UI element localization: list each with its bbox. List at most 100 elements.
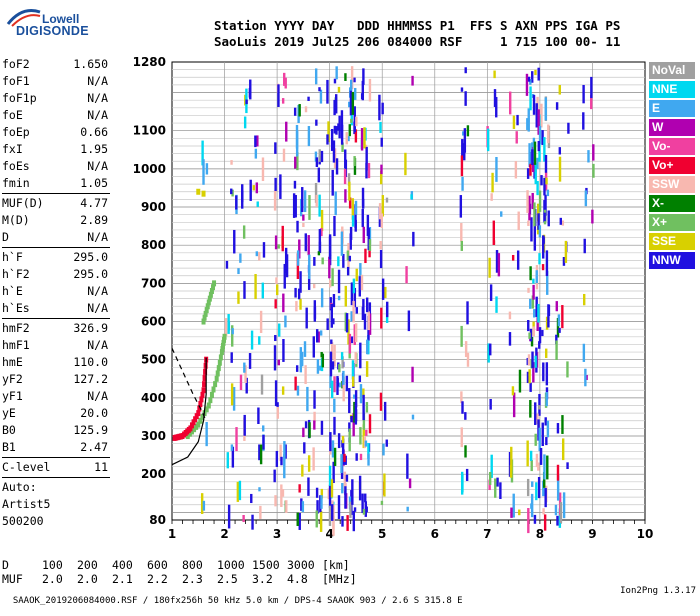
muf-cell: 2.3 <box>182 572 203 586</box>
echo-mark <box>361 80 365 101</box>
echo-mark <box>296 253 300 279</box>
echo-mark <box>349 226 353 240</box>
echo-mark <box>537 213 540 230</box>
echo-mark <box>225 260 229 269</box>
echo-mark <box>495 96 498 118</box>
echo-mark <box>359 342 362 369</box>
echo-mark <box>346 515 349 531</box>
param-row-hmf1: hmF1 N/A <box>2 337 110 354</box>
echo-mark <box>283 263 286 289</box>
o-trace-mark <box>199 396 204 403</box>
echo-mark <box>557 314 561 327</box>
echo-mark <box>526 440 529 467</box>
x-trace-mark <box>220 346 225 353</box>
echo-mark <box>532 362 535 383</box>
param-value: 295.0 <box>73 267 108 281</box>
echo-mark <box>338 115 341 139</box>
legend-item-vo: Vo- <box>649 138 695 155</box>
echo-mark <box>320 495 323 509</box>
echo-mark <box>532 284 535 300</box>
echo-mark <box>354 409 358 422</box>
echo-mark <box>527 287 530 293</box>
es-trace-mark <box>204 307 209 314</box>
echo-mark <box>341 516 344 527</box>
echo-mark <box>318 149 321 162</box>
echo-mark <box>495 157 498 182</box>
echo-mark <box>529 163 532 176</box>
echo-mark <box>355 307 358 314</box>
echo-mark <box>512 493 515 518</box>
echo-mark <box>487 343 490 363</box>
echo-mark <box>463 143 466 161</box>
separator <box>2 477 110 478</box>
echo-mark <box>351 215 355 227</box>
param-row-fxi: fxI 1.95 <box>2 141 110 158</box>
muf-cell: 1500 <box>252 558 280 572</box>
param-label: fxI <box>2 142 23 156</box>
echo-mark <box>300 351 304 367</box>
echo-mark <box>559 217 562 225</box>
echo-mark <box>231 328 234 335</box>
echo-mark <box>242 515 245 523</box>
echo-mark <box>539 447 543 465</box>
echo-mark <box>544 417 547 426</box>
param-value: N/A <box>87 91 108 105</box>
echo-mark <box>293 180 297 189</box>
echo-mark <box>531 192 534 210</box>
muf-cell: 2.5 <box>217 572 238 586</box>
echo-mark <box>530 493 534 518</box>
echo-mark <box>512 392 516 418</box>
echo-mark <box>489 343 492 356</box>
echo-mark <box>538 225 542 238</box>
echo-mark <box>296 220 299 233</box>
echo-mark <box>277 84 280 107</box>
echo-mark <box>326 79 329 104</box>
param-label: M(D) <box>2 213 30 227</box>
x-trace-mark <box>217 359 222 366</box>
legend-item-ssw: SSW <box>649 176 695 193</box>
echo-mark <box>499 482 502 500</box>
param-row-fof2: foF2 1.650 <box>2 56 110 73</box>
echo-mark <box>316 500 319 514</box>
echo-mark <box>380 213 383 229</box>
echo-mark <box>353 324 356 346</box>
echo-mark <box>529 266 532 281</box>
echo-mark <box>321 257 324 265</box>
echo-mark <box>349 90 353 116</box>
echo-mark <box>359 427 362 445</box>
echo-mark <box>509 91 512 115</box>
echo-mark <box>531 149 534 166</box>
echo-mark <box>540 175 543 186</box>
echo-mark <box>232 387 236 411</box>
echo-mark <box>353 287 357 308</box>
echo-mark <box>258 336 261 345</box>
echo-mark <box>527 108 530 132</box>
es-trace-mark <box>208 291 213 298</box>
param-label: hmE <box>2 355 23 369</box>
echo-mark <box>535 296 538 317</box>
echo-mark <box>307 126 311 147</box>
echo-mark <box>259 505 262 519</box>
y-tick-label: 80 <box>149 513 166 527</box>
header-labels: Station YYYY DAY DDD HHMMSS P1 FFS S AXN… <box>214 18 621 33</box>
echo-mark <box>517 211 520 231</box>
echo-mark <box>526 168 530 179</box>
echo-mark <box>538 393 541 416</box>
param-label: h`E <box>2 284 23 298</box>
echo-mark <box>337 269 341 294</box>
echo-mark <box>299 347 303 373</box>
echo-mark <box>546 270 549 295</box>
echo-mark <box>307 272 311 290</box>
echo-mark <box>295 365 299 372</box>
echo-mark <box>529 328 533 342</box>
echo-mark <box>555 301 558 312</box>
echo-mark <box>512 115 516 129</box>
echo-mark <box>352 412 355 437</box>
legend-item-e: E <box>649 100 695 117</box>
legend-item-x: X- <box>649 195 695 212</box>
echo-mark <box>360 128 364 151</box>
echo-mark <box>358 375 362 383</box>
es-trace-mark <box>209 288 214 294</box>
echo-mark <box>243 414 246 436</box>
echo-mark <box>329 375 332 389</box>
